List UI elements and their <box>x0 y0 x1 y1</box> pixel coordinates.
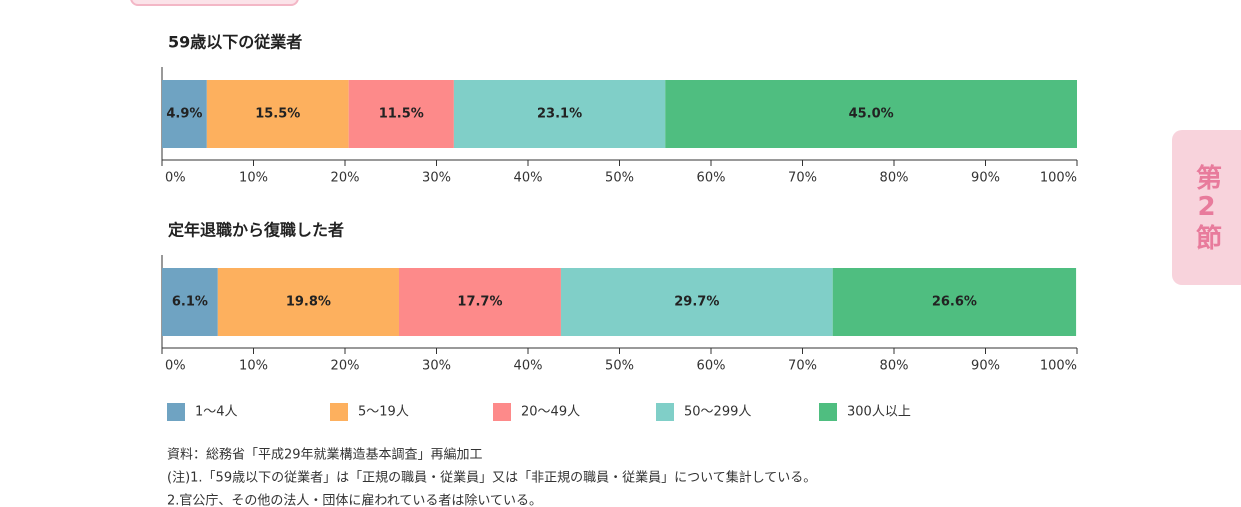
chart-title: 定年退職から復職した者 <box>167 221 344 240</box>
chart: 59歳以下の従業者 0% 10% 20% 30% 40% 50% 60% 70% 80% 90% 10… <box>161 33 1078 507</box>
bar-segment <box>206 80 349 148</box>
value-label: 29.7% <box>674 295 719 310</box>
value-label: 11.5% <box>379 107 424 122</box>
x-tick-label: 60% <box>697 171 726 186</box>
value-label: 45.0% <box>849 107 894 122</box>
chart-title: 59歳以下の従業者 <box>168 33 302 52</box>
bar-segment <box>560 268 833 336</box>
bar-segment <box>162 80 207 148</box>
x-tick-label: 70% <box>788 359 817 374</box>
legend-label: 300人以上 <box>847 405 911 420</box>
side-tab: 第2節 <box>1172 130 1241 285</box>
value-label: 4.9% <box>166 107 202 122</box>
value-label: 6.1% <box>172 295 208 310</box>
legend-label: 5～19人 <box>358 405 409 420</box>
x-tick-label: 30% <box>422 171 451 186</box>
x-tick-label: 60% <box>697 359 726 374</box>
value-label: 17.7% <box>457 295 502 310</box>
x-tick-label: 90% <box>971 171 1000 186</box>
bar-segment <box>832 268 1077 336</box>
legend-swatch <box>330 403 348 421</box>
value-label: 26.6% <box>932 295 977 310</box>
x-tick-label: 100% <box>1040 359 1077 374</box>
value-label: 15.5% <box>255 107 300 122</box>
bar-segment <box>348 80 454 148</box>
x-tick-label: 40% <box>514 171 543 186</box>
bar-segment <box>665 80 1077 148</box>
legend-swatch <box>656 403 674 421</box>
x-tick-label: 10% <box>239 359 268 374</box>
x-tick-label: 100% <box>1040 171 1077 186</box>
legend-label: 50～299人 <box>684 405 751 420</box>
x-tick-label: 10% <box>239 171 268 186</box>
note: (注)1.「59歳以下の従業者」は「正規の職員・従業員」又は「非正規の職員・従業… <box>167 470 816 486</box>
x-tick-label: 90% <box>971 359 1000 374</box>
legend-label: 1～4人 <box>195 405 238 420</box>
value-label: 23.1% <box>537 107 582 122</box>
bar-segment <box>217 268 399 336</box>
x-tick-label: 30% <box>422 359 451 374</box>
legend-swatch <box>493 403 511 421</box>
value-label: 19.8% <box>286 295 331 310</box>
x-tick-label: 70% <box>788 171 817 186</box>
legend-swatch <box>167 403 185 421</box>
legend-label: 20～49人 <box>521 405 580 420</box>
bar-segment <box>398 268 561 336</box>
note: 資料：総務省「平成29年就業構造基本調査」再編加工 <box>167 447 483 463</box>
bar-segment <box>162 268 218 336</box>
x-tick-label: 80% <box>880 359 909 374</box>
x-tick-label: 0% <box>165 359 186 374</box>
x-tick-label: 0% <box>165 171 186 186</box>
x-tick-label: 40% <box>514 359 543 374</box>
x-tick-label: 80% <box>880 171 909 186</box>
x-tick-label: 20% <box>331 171 360 186</box>
note: 2.官公庁、その他の法人・団体に雇われている者は除いている。 <box>167 493 542 507</box>
x-tick-label: 20% <box>331 359 360 374</box>
x-tick-label: 50% <box>605 171 634 186</box>
bar-segment <box>453 80 666 148</box>
legend-swatch <box>819 403 837 421</box>
x-tick-label: 50% <box>605 359 634 374</box>
